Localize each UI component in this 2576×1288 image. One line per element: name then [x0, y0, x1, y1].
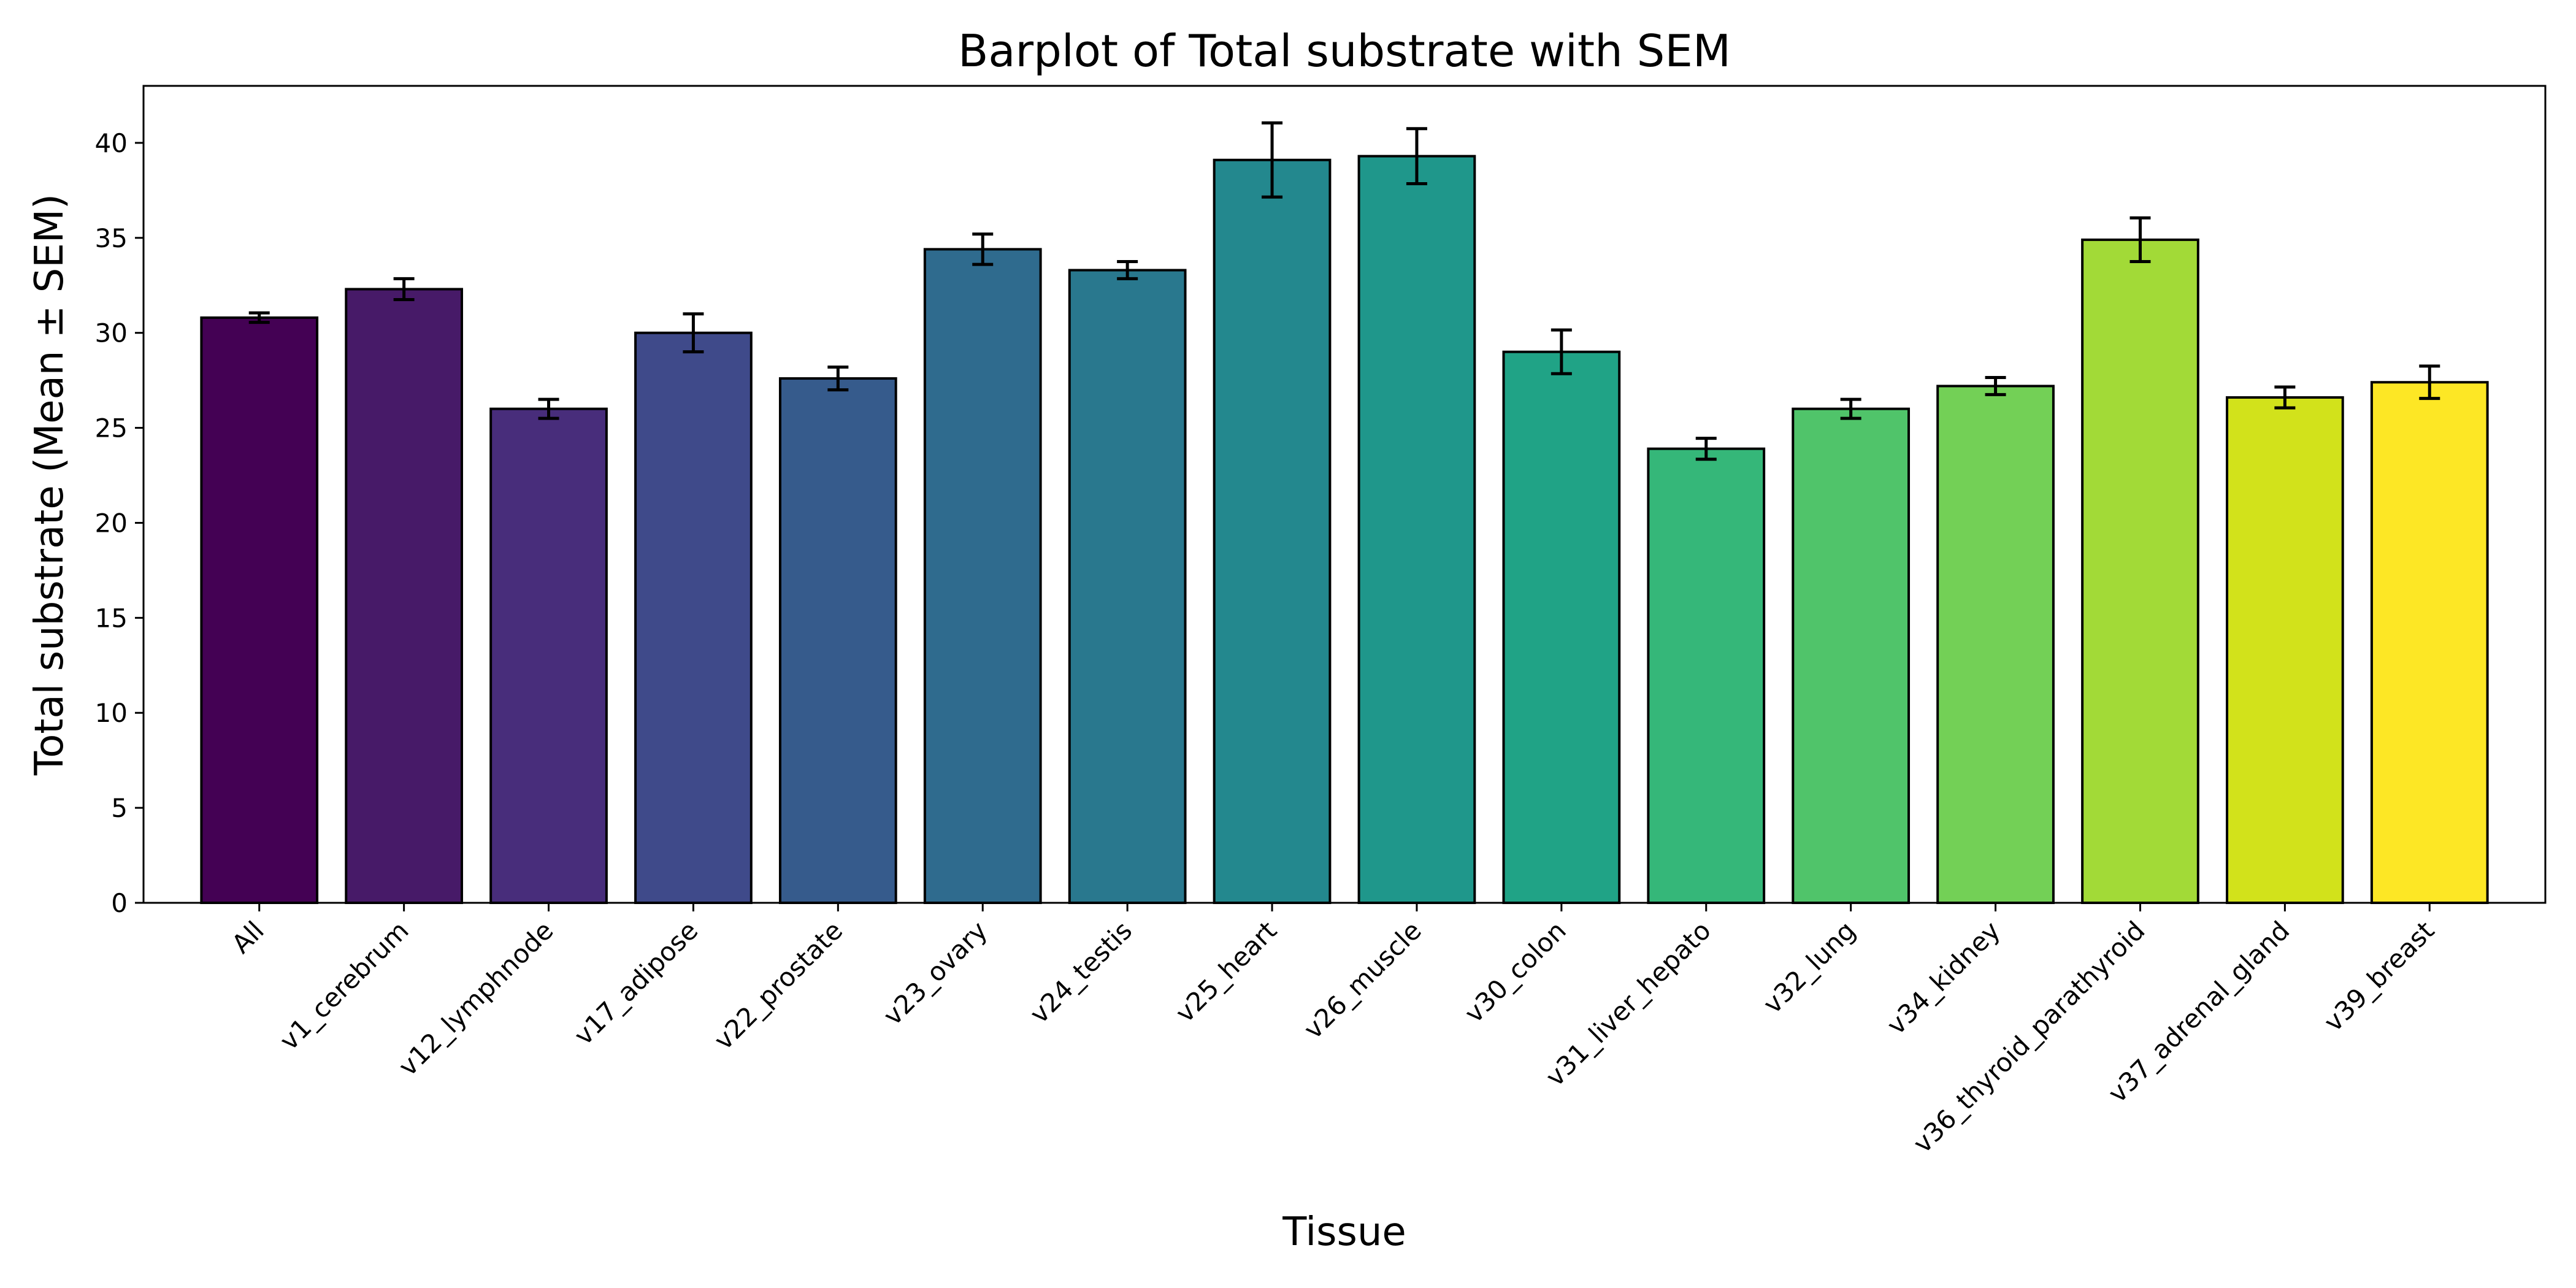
bars-group: [200, 155, 2489, 905]
error-bar-v23_ovary: [972, 232, 994, 266]
error-bar-v24_testis: [1117, 260, 1138, 280]
bar-v12_lymphnode: [489, 407, 608, 904]
bar-v26_muscle: [1357, 155, 1476, 904]
y-tick-label: 30: [95, 318, 128, 348]
error-bar-v39_breast: [2419, 364, 2440, 401]
y-tick-label: 20: [95, 508, 128, 538]
x-axis-label: Tissue: [1282, 1209, 1406, 1255]
error-bar-v12_lymphnode: [538, 397, 559, 420]
bar-v30_colon: [1502, 350, 1621, 904]
bar-v24_testis: [1068, 269, 1187, 905]
error-bar-v36_thyroid_parathyroid: [2129, 216, 2151, 264]
error-bar-v34_kidney: [1985, 375, 2006, 396]
x-tick-label-v23_ovary: v23_ovary: [878, 915, 994, 1031]
error-bar-v1_cerebrum: [393, 277, 415, 301]
x-tick-label-All: All: [226, 915, 269, 959]
y-tick-label: 0: [111, 888, 128, 918]
x-tick-label-v30_colon: v30_colon: [1459, 915, 1572, 1029]
x-tick-label-v24_testis: v24_testis: [1024, 915, 1138, 1029]
x-tick-label-v32_lung: v32_lung: [1757, 915, 1861, 1019]
bar-All: [200, 316, 319, 904]
y-tick-label: 15: [95, 603, 128, 633]
bar-v31_liver_hepato: [1647, 447, 1766, 904]
bar-v36_thyroid_parathyroid: [2081, 238, 2199, 904]
y-tick-label: 5: [111, 793, 128, 823]
x-tick-label-v17_adipose: v17_adipose: [569, 915, 704, 1051]
x-tick-label-v22_prostate: v22_prostate: [708, 915, 849, 1056]
x-tick-label-v26_muscle: v26_muscle: [1298, 915, 1427, 1045]
bar-v32_lung: [1792, 407, 1911, 904]
bar-v37_adrenal_gland: [2226, 396, 2344, 904]
error-bar-v32_lung: [1840, 397, 1861, 420]
chart-title: Barplot of Total substrate with SEM: [958, 25, 1731, 77]
y-axis: 0 5 10 15 20 25 30 35 40: [95, 128, 144, 918]
plot-frame: [142, 85, 2547, 904]
bar-v39_breast: [2370, 381, 2489, 904]
bar-v22_prostate: [778, 377, 897, 904]
bar-v1_cerebrum: [345, 288, 463, 904]
y-tick-label: 25: [95, 413, 128, 443]
x-tick-label-v12_lymphnode: v12_lymphnode: [393, 915, 559, 1081]
bar-v25_heart: [1213, 158, 1332, 904]
error-bar-v31_liver_hepato: [1695, 437, 1717, 461]
bar-v23_ovary: [923, 248, 1042, 904]
x-tick-label-v34_kidney: v34_kidney: [1881, 915, 2006, 1040]
x-tick-label-v39_breast: v39_breast: [2318, 915, 2440, 1037]
y-tick-label: 40: [95, 128, 128, 158]
error-bars-group: [248, 121, 2440, 461]
error-bar-All: [248, 311, 270, 324]
bar-v34_kidney: [1936, 385, 2055, 904]
error-bar-v17_adipose: [683, 312, 704, 354]
x-tick-label-v1_cerebrum: v1_cerebrum: [274, 915, 414, 1056]
y-tick-label: 10: [95, 698, 128, 728]
y-axis-label: Total substrate (Mean ± SEM): [27, 194, 72, 776]
error-bar-v37_adrenal_gland: [2274, 385, 2296, 410]
error-bar-v25_heart: [1262, 121, 1283, 199]
x-tick-label-v25_heart: v25_heart: [1170, 915, 1282, 1028]
x-tick-label-v36_thyroid_parathyroid: v36_thyroid_parathyroid: [1907, 915, 2151, 1159]
error-bar-v26_muscle: [1406, 127, 1427, 186]
bar-v17_adipose: [634, 331, 753, 904]
error-bar-v22_prostate: [827, 365, 849, 392]
error-bar-v30_colon: [1551, 328, 1572, 375]
y-tick-label: 35: [95, 223, 128, 253]
